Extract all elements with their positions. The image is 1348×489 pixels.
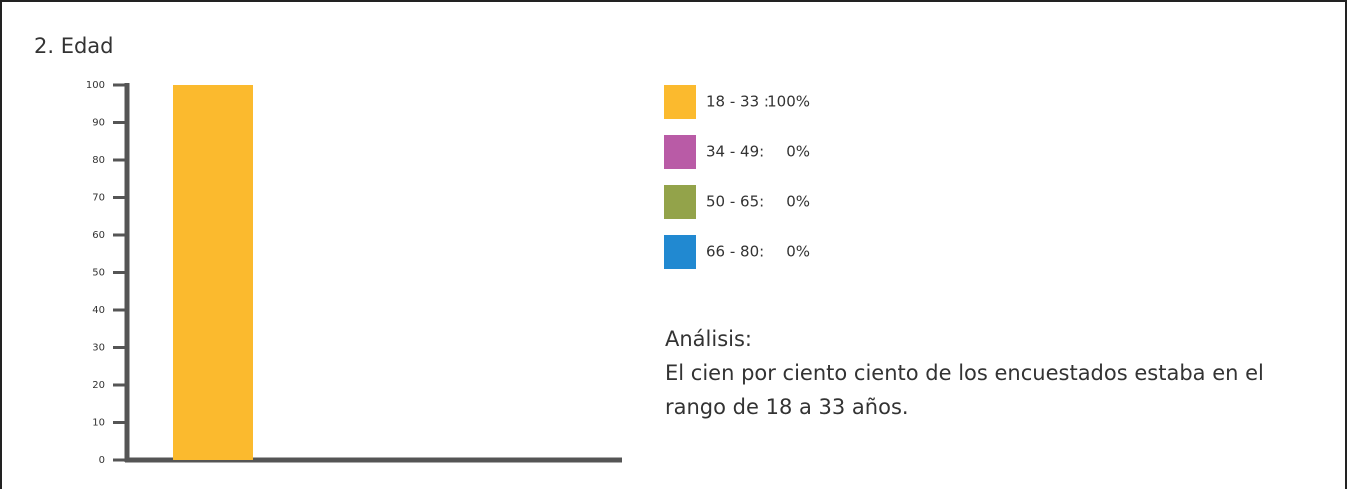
legend-value: 0% xyxy=(786,143,810,161)
legend-swatch xyxy=(664,185,696,219)
legend-label: 18 - 33 : xyxy=(706,93,769,111)
y-tick-label: 40 xyxy=(92,305,105,316)
y-tick-label: 80 xyxy=(92,155,105,166)
analysis: Análisis: El cien por ciento ciento de l… xyxy=(665,322,1325,424)
legend-label: 50 - 65: xyxy=(706,193,764,211)
y-tick-label: 0 xyxy=(99,455,105,466)
y-tick-label: 90 xyxy=(92,118,105,129)
analysis-text: El cien por ciento ciento de los encuest… xyxy=(665,361,1264,419)
y-tick-label: 60 xyxy=(92,230,105,241)
y-tick-label: 100 xyxy=(86,80,105,91)
analysis-title: Análisis: xyxy=(665,327,753,351)
y-tick-label: 10 xyxy=(92,418,105,429)
y-tick-label: 50 xyxy=(92,268,105,279)
y-tick-label: 30 xyxy=(92,343,105,354)
chart-title: 2. Edad xyxy=(34,34,114,58)
legend-value: 100% xyxy=(767,93,810,111)
bar xyxy=(173,85,253,460)
legend-swatch xyxy=(664,235,696,269)
legend-value: 0% xyxy=(786,243,810,261)
y-tick-label: 20 xyxy=(92,380,105,391)
legend-label: 66 - 80: xyxy=(706,243,764,261)
legend-swatch xyxy=(664,85,696,119)
legend-value: 0% xyxy=(786,193,810,211)
legend-swatch xyxy=(664,135,696,169)
y-tick-label: 70 xyxy=(92,193,105,204)
legend-label: 34 - 49: xyxy=(706,143,764,161)
